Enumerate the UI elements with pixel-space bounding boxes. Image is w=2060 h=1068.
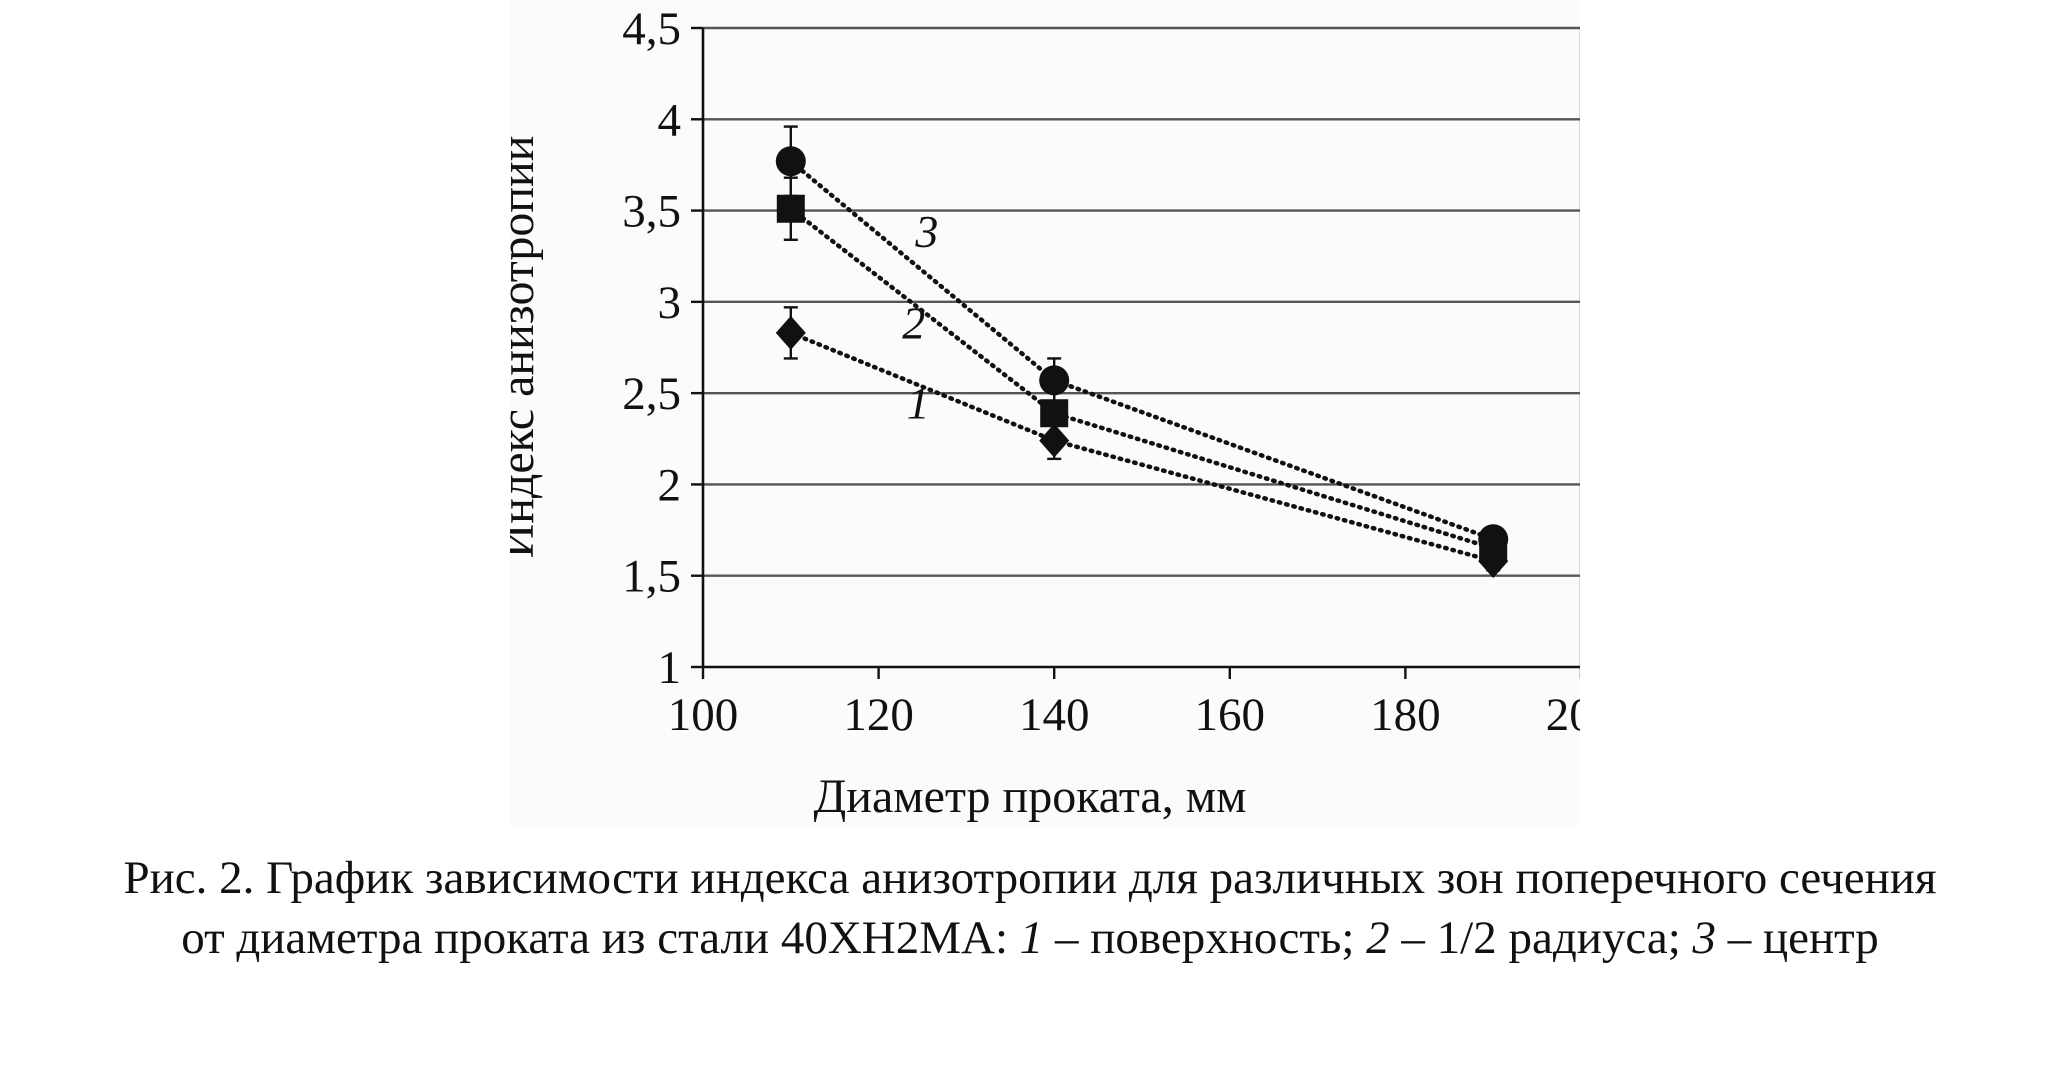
grid-layer <box>703 26 1580 667</box>
series-1-point <box>1039 423 1070 458</box>
series-3-line <box>788 159 1496 542</box>
series-3-point <box>1478 524 1509 555</box>
x-tick-label: 160 <box>1195 689 1266 741</box>
y-axis-title: Индекс анизотропии <box>510 136 544 559</box>
x-tick-label: 120 <box>843 689 914 741</box>
y-tick-label: 4,5 <box>622 3 681 55</box>
series-2-label: 2 <box>902 297 925 348</box>
caption-item-1-number: 1 <box>1019 912 1044 964</box>
series-1-label: 1 <box>907 378 930 429</box>
x-tick-label: 100 <box>668 689 739 741</box>
caption-item-3-text: – центр <box>1716 912 1879 964</box>
series-2-point <box>1040 399 1069 428</box>
figure-caption: Рис. 2. График зависимости индекса анизо… <box>0 848 2060 968</box>
x-tick-label: 180 <box>1370 689 1441 741</box>
caption-item-3-number: 3 <box>1692 912 1717 964</box>
caption-item-2-text: – 1/2 радиуса; <box>1389 912 1693 964</box>
caption-line-2: от диаметра проката из стали 40ХН2МА: 1 … <box>0 908 2060 968</box>
y-tick-label: 1,5 <box>622 551 681 603</box>
caption-prefix: от диаметра проката из стали 40ХН2МА: <box>181 912 1020 964</box>
series-3-point <box>775 146 806 177</box>
x-tick-label: 140 <box>1019 689 1089 741</box>
series-2-point <box>776 194 805 223</box>
y-tick-label: 3,5 <box>622 186 681 238</box>
chart-panel: 1 1,5 2 2,5 3 3,5 4 4,5 100 120 140 160 180 200 1 2 3 Д… <box>510 0 1580 826</box>
series-1-point <box>775 315 806 350</box>
caption-item-1-text: – поверхность; <box>1043 912 1367 964</box>
x-tick-label: 200 <box>1546 689 1580 741</box>
chart: 1 1,5 2 2,5 3 3,5 4 4,5 100 120 140 160 180 200 1 2 3 Д… <box>510 3 1580 823</box>
series-2-line <box>788 206 1496 551</box>
y-tick-label: 2 <box>658 459 682 511</box>
series-3-point <box>1039 365 1070 396</box>
series-3-label: 3 <box>914 206 938 257</box>
tick-label-layer: 1 1,5 2 2,5 3 3,5 4 4,5 100 120 140 160 180 200 <box>622 3 1580 741</box>
axis-layer <box>691 26 1580 679</box>
y-tick-label: 1 <box>658 642 682 694</box>
series-1-line <box>788 330 1496 564</box>
y-tick-label: 2,5 <box>622 368 681 420</box>
y-tick-label: 4 <box>658 94 682 146</box>
caption-line-1: Рис. 2. График зависимости индекса анизо… <box>123 852 1937 904</box>
series-layer <box>775 125 1509 579</box>
caption-item-2-number: 2 <box>1366 912 1390 964</box>
y-tick-label: 3 <box>658 277 682 329</box>
series-label-layer: 1 2 3 <box>902 206 938 429</box>
x-axis-title: Диаметр проката, мм <box>814 770 1247 823</box>
